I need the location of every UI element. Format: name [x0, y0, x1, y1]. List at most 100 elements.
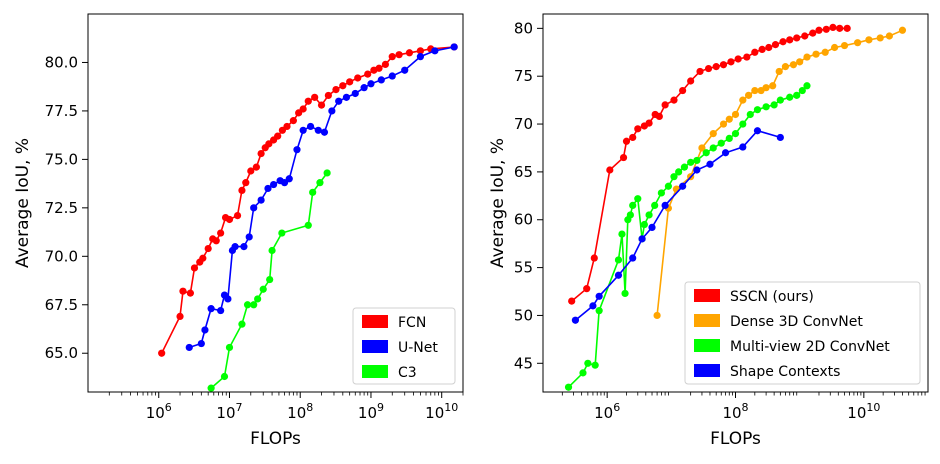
x-tick-label: 1010 — [425, 401, 458, 422]
data-point — [217, 229, 225, 237]
data-point — [431, 47, 439, 55]
y-axis-label: Average IoU, % — [13, 138, 33, 268]
data-point — [702, 149, 710, 157]
data-point — [751, 86, 759, 95]
data-point — [583, 285, 591, 293]
data-point — [675, 168, 683, 176]
y-tick-label: 70.0 — [45, 247, 78, 265]
data-point — [664, 182, 672, 190]
data-point — [289, 117, 297, 125]
data-point — [233, 212, 242, 220]
data-point — [306, 122, 315, 131]
data-point — [207, 384, 215, 392]
y-tick-label: 45 — [514, 354, 533, 372]
data-point — [245, 233, 253, 241]
data-point — [753, 127, 762, 135]
data-point — [725, 134, 733, 143]
data-point — [375, 64, 383, 72]
data-point — [821, 48, 829, 56]
data-point — [314, 126, 322, 134]
data-point — [405, 49, 414, 57]
x-axis-label: FLOPs — [250, 429, 301, 449]
data-point — [257, 149, 265, 158]
data-point — [243, 301, 252, 309]
data-point — [381, 60, 390, 68]
data-point — [640, 220, 648, 229]
data-point — [670, 173, 678, 181]
data-point — [416, 53, 425, 61]
y-tick-label: 80.0 — [45, 53, 78, 71]
data-point — [264, 184, 272, 193]
data-point — [618, 230, 626, 238]
data-point — [744, 91, 753, 99]
data-point — [762, 84, 770, 92]
data-point — [309, 188, 317, 196]
data-point — [679, 182, 687, 190]
data-point — [657, 189, 665, 197]
data-point — [269, 180, 278, 189]
data-point — [304, 97, 312, 105]
y-tick-label: 75.0 — [45, 150, 78, 168]
data-point — [712, 63, 720, 71]
data-point — [238, 320, 246, 328]
data-point — [266, 275, 274, 284]
data-point — [351, 89, 359, 98]
data-point — [622, 137, 631, 145]
data-point — [360, 84, 368, 92]
data-point — [259, 285, 267, 293]
data-point — [401, 66, 409, 74]
data-point — [224, 295, 232, 303]
data-point — [865, 36, 873, 44]
data-point — [696, 67, 704, 76]
data-point — [158, 349, 166, 357]
data-point — [354, 74, 362, 82]
data-point — [769, 82, 777, 90]
data-point — [830, 43, 839, 52]
axes-frame — [87, 13, 464, 393]
data-point — [311, 93, 319, 101]
data-point — [698, 144, 706, 152]
data-point — [283, 122, 291, 131]
data-point — [328, 107, 336, 115]
legend-swatch — [694, 364, 720, 377]
data-point — [876, 34, 884, 42]
data-point — [621, 289, 629, 298]
data-point — [898, 26, 907, 34]
data-point — [250, 204, 258, 212]
data-point — [739, 96, 747, 104]
data-point — [770, 101, 778, 109]
data-point — [595, 307, 603, 315]
data-point — [242, 179, 250, 187]
data-point — [843, 24, 851, 32]
x-tick-label-base: 10 — [425, 404, 444, 422]
data-point — [709, 144, 717, 152]
data-point — [323, 169, 331, 177]
data-point — [645, 119, 653, 127]
y-tick-label: 67.5 — [45, 296, 78, 314]
data-point — [579, 369, 587, 377]
data-point — [364, 70, 372, 78]
data-point — [626, 211, 634, 219]
data-point — [793, 34, 801, 42]
data-point — [704, 64, 713, 73]
x-tick-label-exponent: 8 — [306, 401, 313, 414]
y-tick-label: 65.0 — [45, 344, 78, 362]
data-point — [335, 97, 343, 105]
data-point — [299, 126, 307, 134]
data-point — [719, 120, 728, 128]
data-point — [776, 133, 784, 142]
data-point — [590, 254, 598, 262]
legend-swatch — [362, 340, 388, 353]
data-point — [803, 53, 811, 61]
x-tick-label: 108 — [722, 401, 748, 422]
data-point — [758, 45, 766, 54]
data-point — [734, 55, 742, 63]
data-point — [693, 156, 701, 165]
data-point — [299, 105, 307, 113]
data-point — [257, 196, 265, 204]
plot-data — [158, 43, 458, 392]
series-c3 — [207, 169, 331, 392]
left-chart: 106 107 108 109 101065.067.570.072.575.077.5… — [13, 13, 464, 449]
data-point — [719, 61, 728, 69]
